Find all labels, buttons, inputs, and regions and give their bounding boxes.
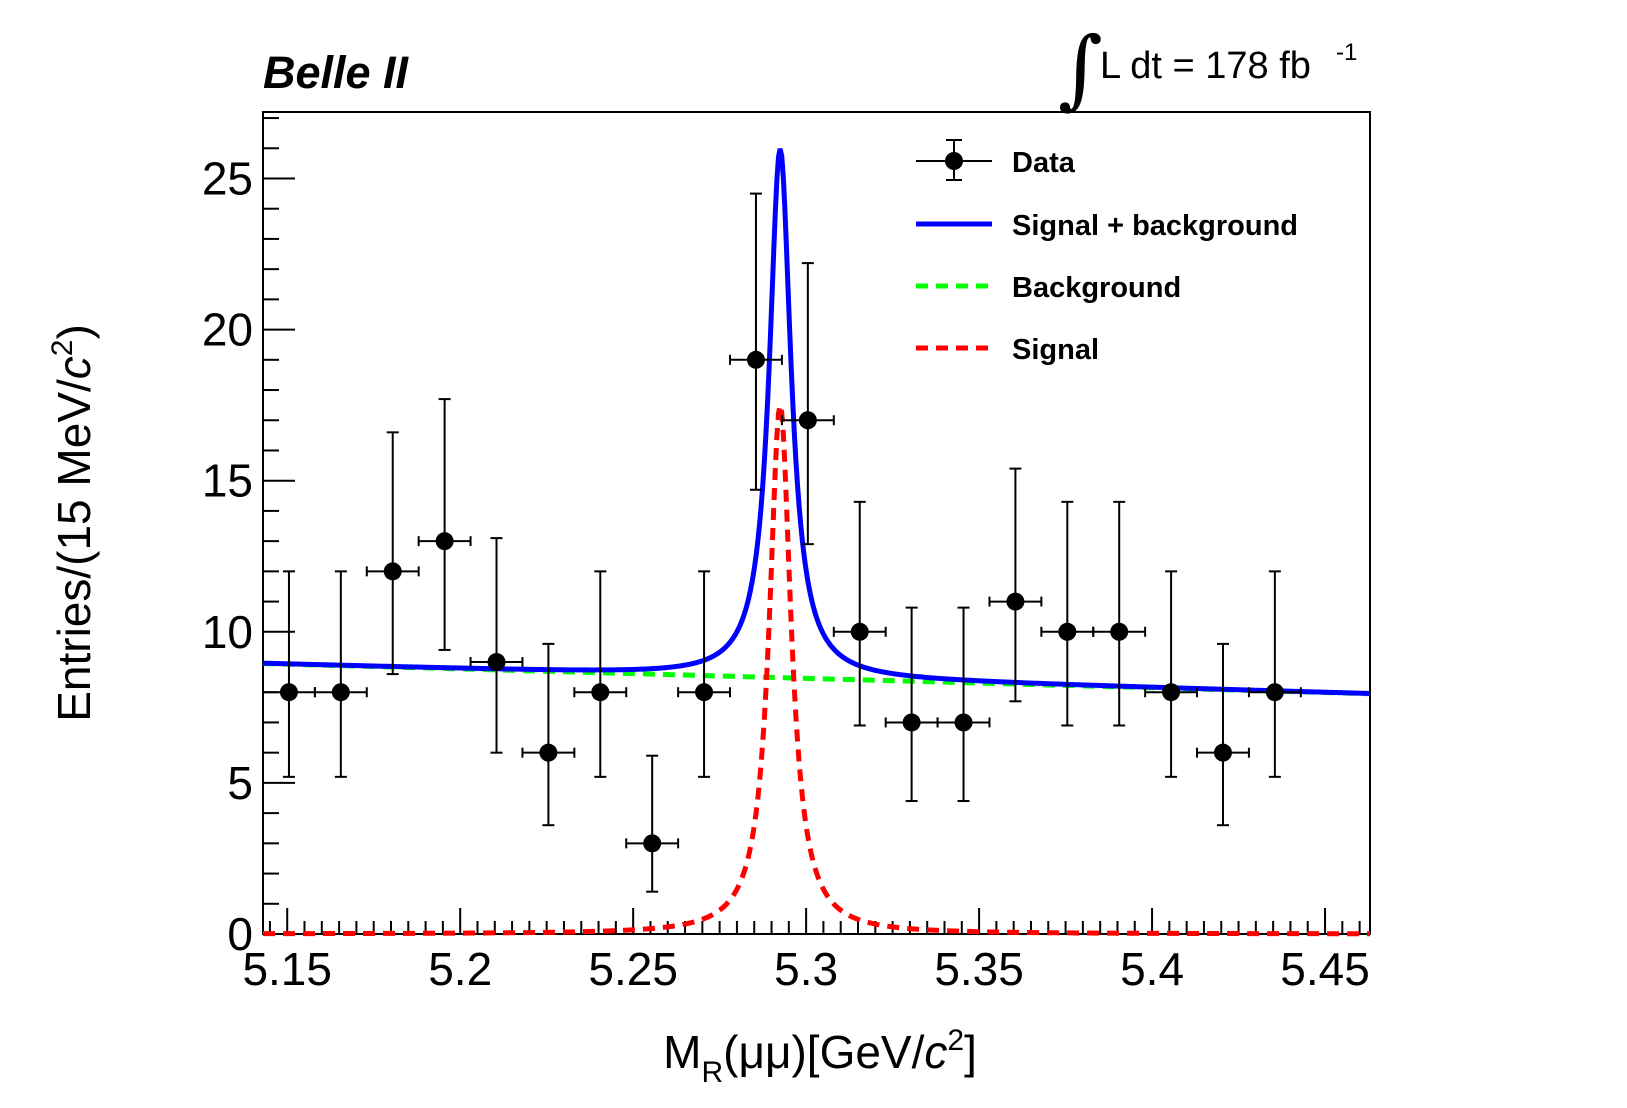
y-axis-tick-labels: 0 5 10 15 20 25 (202, 152, 253, 960)
data-point-marker (746, 350, 765, 369)
data-point (780, 262, 835, 546)
data-point-marker (539, 743, 558, 762)
y-axis-ticks (263, 117, 295, 935)
data-point-marker (1110, 622, 1129, 641)
luminosity-label: ∫ L dt = 178 fb -1 (1058, 19, 1357, 119)
data-point-marker (591, 683, 610, 702)
data-point (417, 398, 472, 651)
data-point-marker (487, 653, 506, 672)
data-point (469, 537, 524, 754)
data-point (729, 192, 783, 491)
y-tick-label: 25 (202, 152, 253, 204)
y-tick-label: 5 (227, 757, 253, 809)
y-tick-label: 15 (202, 455, 253, 507)
x-axis-tick-labels: 5.15 5.2 5.25 5.3 5.35 5.4 5.45 (242, 943, 1369, 995)
data-point (1092, 500, 1147, 727)
legend-data-marker (945, 152, 963, 170)
x-tick-label: 5.25 (588, 943, 678, 995)
y-tick-label: 0 (227, 908, 253, 960)
data-point (936, 606, 991, 803)
data-point (1247, 570, 1302, 778)
x-axis-title-sup: 2 (947, 1024, 964, 1057)
legend-label-background: Background (1012, 272, 1181, 304)
integral-symbol: ∫ (1058, 19, 1103, 119)
data-point (884, 606, 939, 803)
data-point-marker (331, 683, 350, 702)
y-axis-title-sup: 2 (46, 340, 79, 357)
data-point (365, 431, 420, 676)
data-point-marker (798, 411, 817, 430)
x-axis-title-c: c (924, 1026, 947, 1078)
x-axis-title: MR(μμ)[GeV/c2] (663, 1024, 977, 1089)
data-point-marker (954, 713, 973, 732)
data-point-marker (850, 622, 869, 641)
data-point (988, 467, 1043, 703)
data-point (1196, 642, 1250, 827)
data-points (262, 192, 1302, 893)
data-point (573, 570, 628, 778)
data-point-marker (1006, 592, 1025, 611)
legend: Data Signal + background Background Sign… (916, 139, 1298, 366)
signal-curve (263, 404, 1370, 937)
x-axis-title-mid: (μμ)[GeV/ (723, 1026, 924, 1078)
data-point-marker (383, 562, 402, 581)
data-point-marker (1058, 622, 1077, 641)
y-axis-title-main: Entries/(15 MeV/ (48, 379, 100, 722)
signal-plus-background-curve (262, 148, 1371, 696)
luminosity-exponent: -1 (1336, 39, 1357, 66)
experiment-label: Belle II (263, 47, 410, 98)
x-tick-label: 5.15 (242, 943, 332, 995)
data-point (832, 500, 887, 727)
data-point-marker (695, 683, 714, 702)
data-point (1040, 500, 1095, 727)
x-axis-title-end: ] (964, 1026, 977, 1078)
y-tick-label: 20 (202, 304, 253, 356)
data-point-marker (1265, 683, 1284, 702)
x-axis-title-sub: R (701, 1056, 723, 1089)
data-point (313, 570, 368, 778)
x-tick-label: 5.4 (1120, 943, 1184, 995)
y-axis-title-end: ) (48, 324, 100, 339)
luminosity-text: L dt = 178 fb (1100, 45, 1311, 87)
data-point-marker (1162, 683, 1181, 702)
x-tick-label: 5.3 (774, 943, 838, 995)
x-tick-label: 5.45 (1280, 943, 1370, 995)
data-point-marker (902, 713, 921, 732)
x-axis-ticks (268, 908, 1361, 934)
legend-entry-background: Background (916, 272, 1181, 304)
x-axis-title-main: M (663, 1026, 701, 1078)
data-point (521, 642, 576, 827)
data-point (1144, 570, 1199, 778)
y-axis-title: Entries/(15 MeV/c2) (46, 324, 100, 722)
legend-entry-data: Data (916, 139, 1076, 181)
data-point-marker (643, 834, 662, 853)
data-point-marker (1213, 743, 1232, 762)
legend-label-data: Data (1012, 147, 1076, 179)
y-axis-title-c: c (48, 356, 100, 379)
y-tick-label: 10 (202, 606, 253, 658)
data-point (677, 570, 732, 778)
data-point-marker (279, 683, 298, 702)
x-tick-label: 5.35 (934, 943, 1024, 995)
data-point (625, 754, 680, 893)
plot-frame (262, 111, 1371, 935)
legend-label-signal: Signal (1012, 334, 1099, 366)
legend-label-signal-plus-background: Signal + background (1012, 210, 1298, 242)
legend-entry-signal-plus-background: Signal + background (916, 210, 1298, 242)
x-tick-label: 5.2 (428, 943, 492, 995)
legend-entry-signal: Signal (916, 334, 1099, 366)
data-point-marker (435, 532, 454, 551)
